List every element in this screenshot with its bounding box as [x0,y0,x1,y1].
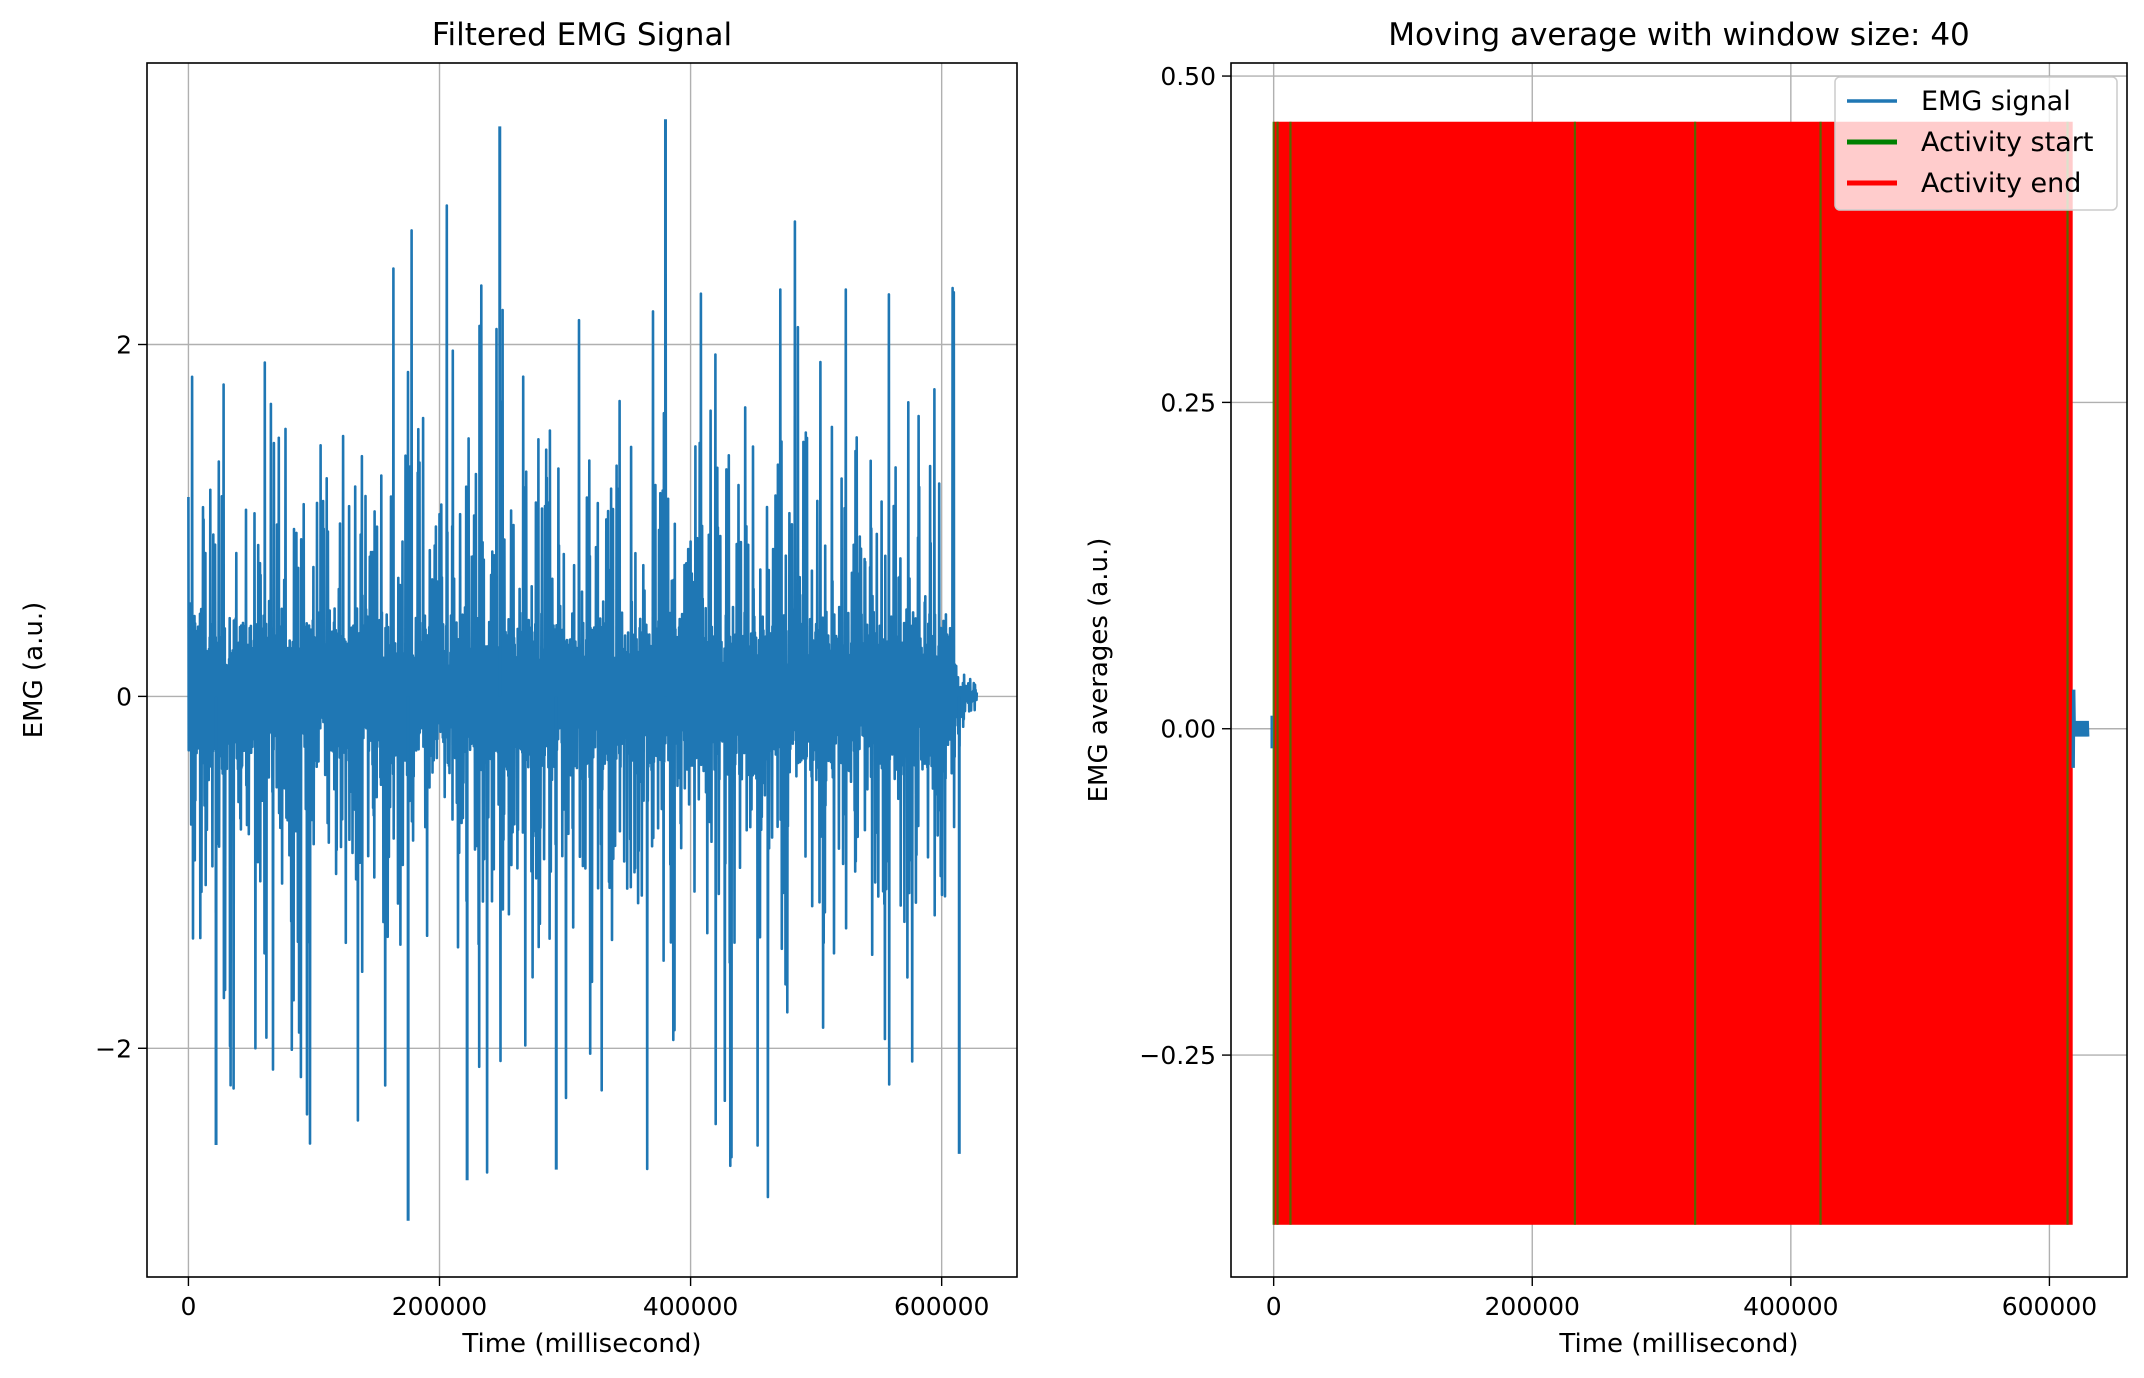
y-tick-label: 0.25 [1160,388,1216,417]
plot-filtered-emg: 0 200000 400000 600000 −2 0 2 Filtered EMG Sig… [19,17,1018,1359]
emg-trace [187,204,979,1199]
x-tick-label: 400000 [1743,1292,1838,1321]
activity-end-fill [1273,121,2073,1225]
x-tick-label: 0 [180,1292,196,1321]
legend: EMG signal Activity start Activity end [1834,76,2118,211]
y-axis-label-left: EMG (a.u.) [19,602,49,739]
legend-label-activity-end: Activity end [1921,168,2081,199]
legend-label-activity-start: Activity start [1921,127,2093,158]
x-tick-label: 200000 [1485,1292,1580,1321]
series-filtered-emg [187,119,979,1221]
y-tick-label: 0 [116,682,132,711]
plot-moving-average: 0 200000 400000 600000 −0.25 0.00 0.25 0.50 Mov… [1084,17,2128,1359]
x-axis-label-left: Time (millisecond) [461,1329,701,1359]
ticks-left: 0 200000 400000 600000 −2 0 2 [95,331,989,1321]
ticks-right: 0 200000 400000 600000 −0.25 0.00 0.25 0.50 [1139,62,2097,1321]
legend-box [1834,76,2118,211]
y-tick-label: 0.00 [1160,715,1216,744]
y-tick-label: −0.25 [1139,1041,1216,1070]
y-tick-label: −2 [95,1034,132,1063]
y-tick-label: 0.50 [1160,62,1216,91]
legend-label-emg-signal: EMG signal [1921,86,2071,117]
y-axis-label-right: EMG averages (a.u.) [1084,538,1114,803]
chart-title-left: Filtered EMG Signal [432,17,732,53]
axes-border-right [1230,62,2128,1278]
x-tick-label: 200000 [392,1292,487,1321]
x-tick-label: 600000 [894,1292,989,1321]
x-axis-label-right: Time (millisecond) [1558,1329,1798,1359]
series-moving-average [1270,121,2090,1225]
emg-tail [2071,689,2090,768]
y-tick-label: 2 [116,331,132,360]
x-tick-label: 600000 [2002,1292,2097,1321]
x-tick-label: 0 [1266,1292,1282,1321]
chart-title-right: Moving average with window size: 40 [1388,17,1970,53]
axes-border-left [146,62,1018,1278]
x-tick-label: 400000 [643,1292,738,1321]
